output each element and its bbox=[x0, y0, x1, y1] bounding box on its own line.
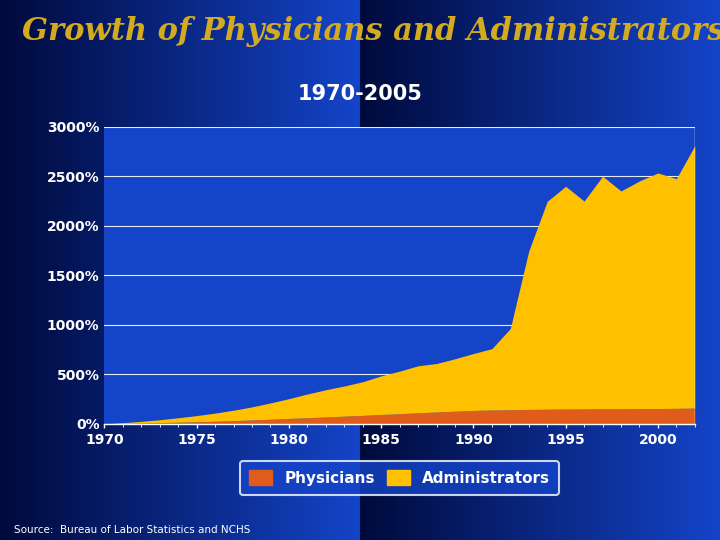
Text: Growth of Physicians and Administrators: Growth of Physicians and Administrators bbox=[22, 16, 720, 47]
Text: 1970-2005: 1970-2005 bbox=[297, 84, 423, 104]
Text: Source:  Bureau of Labor Statistics and NCHS: Source: Bureau of Labor Statistics and N… bbox=[14, 524, 251, 535]
Legend: Physicians, Administrators: Physicians, Administrators bbox=[240, 461, 559, 495]
